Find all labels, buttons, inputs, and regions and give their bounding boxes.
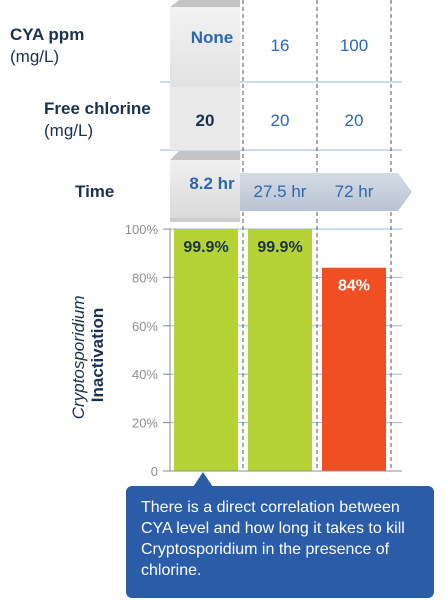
cya-row-label: CYA ppm (mg/L) <box>10 24 160 68</box>
callout-text: There is a direct correlation between CY… <box>141 499 405 579</box>
y-axis-title-line2: Inactivation <box>88 308 107 402</box>
y-tick-label: 20% <box>132 416 158 431</box>
cya-value-100: 100 <box>340 36 368 55</box>
chlorine-label: Free chlorine <box>44 99 151 118</box>
cya-value-16: 16 <box>271 36 290 55</box>
bar-100 <box>322 267 386 471</box>
bar-16 <box>248 229 312 471</box>
time-row-label: Time <box>75 181 225 203</box>
chlorine-value-100: 20 <box>345 111 364 130</box>
cya-label: CYA ppm <box>10 25 85 44</box>
time-value-100: 72 hr <box>335 182 374 201</box>
y-tick-label: 40% <box>132 367 158 382</box>
bar-value-label: 99.9% <box>183 239 228 256</box>
callout-box: There is a direct correlation between CY… <box>126 486 434 598</box>
time-value-none: 8.2 hr <box>189 174 235 193</box>
y-tick-label: 100% <box>125 222 159 237</box>
y-axis-title: Cryptosporidium Inactivation <box>69 291 107 420</box>
bar-value-label: 84% <box>338 278 370 295</box>
time-arrow <box>240 173 412 211</box>
y-tick-label: 60% <box>132 319 158 334</box>
highlight-column <box>170 0 240 222</box>
chlorine-unit: (mg/L) <box>44 121 94 140</box>
y-tick-label: 0 <box>151 464 158 479</box>
cya-unit: (mg/L) <box>10 47 60 66</box>
y-tick-label: 80% <box>132 270 158 285</box>
chlorine-value-16: 20 <box>271 111 290 130</box>
time-value-16: 27.5 hr <box>254 182 307 201</box>
callout-pointer <box>193 472 213 487</box>
y-axis-title-line1: Cryptosporidium <box>69 295 88 419</box>
bar-value-label: 99.9% <box>257 239 302 256</box>
bar-None <box>174 229 238 471</box>
chlorine-value-none: 20 <box>196 111 215 130</box>
cya-value-none: None <box>191 28 234 47</box>
time-label: Time <box>75 182 115 201</box>
chlorine-row-label: Free chlorine (mg/L) <box>44 98 194 142</box>
